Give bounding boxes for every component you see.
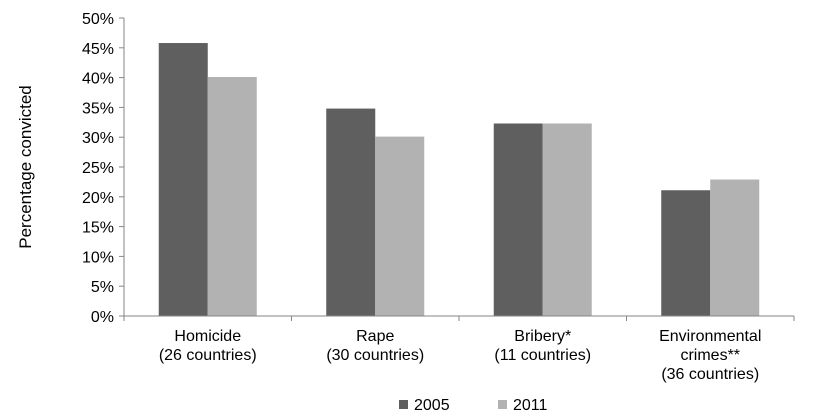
bar-2011-2 <box>542 123 592 316</box>
y-tick-label: 40% <box>82 71 114 88</box>
bars <box>158 43 760 316</box>
y-tick-label: 35% <box>82 100 114 117</box>
legend-label-2005: 2005 <box>414 397 450 414</box>
y-tick-label: 10% <box>82 249 114 266</box>
bar-2005-0 <box>158 43 208 316</box>
legend: 2005 2011 <box>399 397 548 414</box>
x-category-label: Rape (30 countries) <box>326 328 424 364</box>
y-tick-label: 5% <box>91 279 114 296</box>
y-tick-label: 15% <box>82 220 114 237</box>
bar-2011-3 <box>710 179 760 316</box>
legend-swatch-2005 <box>399 400 408 409</box>
y-tick-label: 30% <box>82 130 114 147</box>
y-tick-label: 45% <box>82 41 114 58</box>
legend-label-2011: 2011 <box>513 397 548 414</box>
x-category-label: Environmental crimes** (36 countries) <box>659 328 761 383</box>
y-axis-label: Percentage convicted <box>16 85 35 249</box>
bar-2011-0 <box>207 77 257 316</box>
y-tick-label: 20% <box>82 190 114 207</box>
y-tick-label: 0% <box>91 309 114 326</box>
bar-2005-2 <box>493 123 543 316</box>
bar-2005-1 <box>326 108 376 316</box>
x-category-label: Bribery* (11 countries) <box>494 328 591 364</box>
legend-swatch-2011 <box>498 400 507 409</box>
bar-2005-3 <box>661 190 711 316</box>
x-category-label: Homicide (26 countries) <box>159 328 257 364</box>
bar-2011-1 <box>375 136 425 316</box>
y-tick-label: 25% <box>82 160 114 177</box>
y-axis: 0% 5% 10% 15% 20% 25% 30% 35% 40% 45% 50% <box>82 11 125 326</box>
x-axis: Homicide (26 countries) Rape (30 countries)… <box>123 315 795 383</box>
y-tick-label: 50% <box>82 11 114 28</box>
